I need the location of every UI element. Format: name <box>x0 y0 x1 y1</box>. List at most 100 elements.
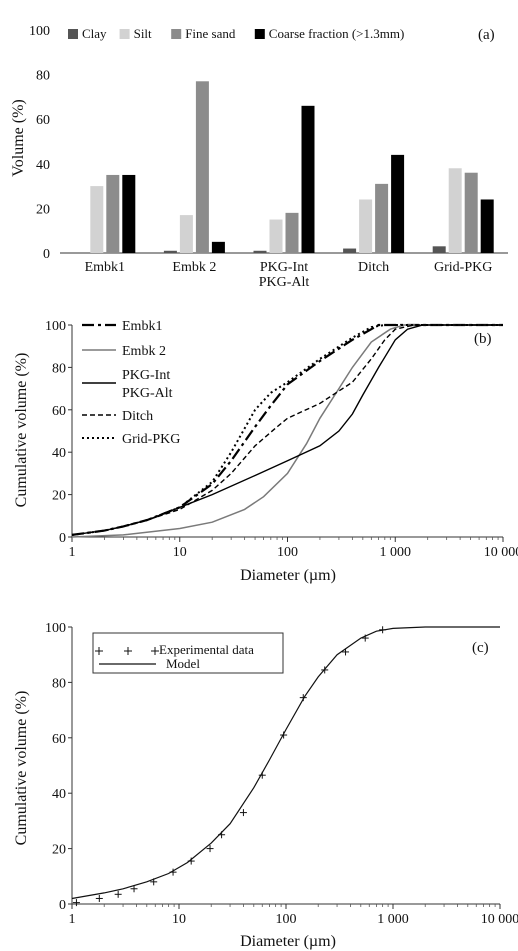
chart-c-data-point <box>150 878 158 886</box>
chart-c-legend-marker <box>95 647 103 655</box>
chart-c-data-point <box>218 831 226 839</box>
chart-c-x-tick-label: 10 000 <box>481 912 518 927</box>
chart-b-legend-label: PKG-Alt <box>122 386 173 401</box>
chart-a-x-tick-label: PKG-Alt <box>259 275 310 290</box>
chart-a-bar <box>480 199 494 253</box>
chart-c-legend-box <box>92 632 284 674</box>
chart-a-bar <box>106 174 120 253</box>
chart-a-bar <box>195 81 209 253</box>
chart-a-bar <box>359 199 373 253</box>
chart-a-legend-swatch <box>254 29 265 39</box>
chart-c-y-axis-label: Cumulative volume (%) <box>13 691 30 846</box>
chart-a-bar <box>211 241 225 253</box>
chart-b-legend-label: Ditch <box>122 409 153 424</box>
chart-c-data-point <box>342 648 350 656</box>
chart-a-bar <box>179 215 193 253</box>
chart-c-legend-marker <box>124 647 132 655</box>
chart-a-legend-swatch <box>119 29 130 39</box>
chart-c-x-tick-label: 1 <box>69 912 76 927</box>
chart-c-y-tick-label: 100 <box>45 621 66 636</box>
chart-b-series-line <box>71 324 503 536</box>
chart-b-lines <box>71 323 503 538</box>
chart-b-series-line <box>71 324 503 536</box>
chart-c-model-line <box>71 626 500 900</box>
chart-b-x-tick-label: 100 <box>277 545 298 560</box>
chart-b-y-tick-label: 60 <box>52 404 66 419</box>
chart-c-data-point <box>169 868 177 876</box>
chart-c-legend-label: Experimental data <box>159 642 254 657</box>
chart-a-x-tick-label: Grid-PKG <box>434 260 492 275</box>
chart-a-x-tick-label: Ditch <box>358 260 389 275</box>
chart-c: 1 10 100 1 000 10 000 0 20 40 60 80 100 Experimen… <box>13 621 518 950</box>
chart-a-bar <box>285 212 299 253</box>
chart-a-bar <box>163 250 177 253</box>
chart-a-bar <box>375 183 389 253</box>
chart-a-legend-label: Coarse fraction (>1.3mm) <box>269 26 404 41</box>
chart-c-x-tick-label: 1 000 <box>377 912 409 927</box>
chart-a-bars <box>90 81 494 253</box>
chart-a-bar <box>122 174 136 253</box>
chart-c-data-point <box>280 731 288 739</box>
chart-b-x-tick-label: 1 000 <box>380 545 412 560</box>
chart-b-y-axis-label: Cumulative volume (%) <box>13 353 30 508</box>
chart-a-bar <box>343 248 357 253</box>
chart-b-legend: Embk1 Embk 2 PKG-Int PKG-Alt Ditch Grid-PKG <box>82 319 180 447</box>
chart-c-data-point <box>206 845 214 853</box>
chart-c-data-point <box>72 899 80 907</box>
chart-b-x-tick-label: 1 <box>69 545 76 560</box>
chart-c-data-point <box>187 857 195 865</box>
chart-c-data-point <box>379 626 387 634</box>
chart-c-data-point <box>361 634 369 642</box>
chart-a-x-tick-label: PKG-Int <box>260 260 308 275</box>
chart-c-data-point <box>299 694 307 702</box>
chart-a-legend-label: Clay <box>82 26 107 41</box>
chart-a-x-tick-label: Embk1 <box>85 260 125 275</box>
chart-c-y-tick-label: 80 <box>52 676 66 691</box>
chart-a-y-tick-label: 40 <box>36 158 50 173</box>
chart-c-y-tick-label: 20 <box>52 843 66 858</box>
chart-c-data-point <box>130 885 138 893</box>
chart-b-legend-label: Grid-PKG <box>122 432 180 447</box>
chart-a-bar <box>269 219 283 253</box>
chart-a-y-tick-labels: 0 20 40 60 80 100 <box>29 24 50 262</box>
chart-a-bar <box>90 186 104 253</box>
chart-a-bar <box>253 250 267 253</box>
chart-c-data-point <box>114 890 122 898</box>
chart-b-y-tick-label: 100 <box>45 319 66 334</box>
chart-c-series <box>71 626 500 907</box>
chart-a-panel-label: (a) <box>478 27 495 43</box>
chart-b-legend-label: Embk1 <box>122 319 162 334</box>
chart-c-axes <box>68 626 501 909</box>
chart-c-legend-marker <box>151 647 159 655</box>
chart-a-y-tick-label: 60 <box>36 113 50 128</box>
chart-a-y-tick-label: 100 <box>29 24 50 39</box>
chart-c-y-tick-label: 0 <box>59 898 66 913</box>
chart-a-bar <box>448 168 462 253</box>
chart-b-x-tick-labels: 1 10 100 1 000 10 000 <box>69 545 518 560</box>
chart-b-legend-label: Embk 2 <box>122 344 166 359</box>
chart-c-x-tick-labels: 1 10 100 1 000 10 000 <box>69 912 518 927</box>
chart-c-x-axis-label: Diameter (µm) <box>240 933 336 950</box>
chart-b-y-tick-label: 20 <box>52 489 66 504</box>
chart-b-x-tick-label: 10 <box>173 545 187 560</box>
chart-a-bar <box>464 172 478 253</box>
chart-b-y-tick-label: 0 <box>59 531 66 546</box>
chart-c-panel-label: (c) <box>472 640 489 656</box>
chart-a-bar <box>432 246 446 253</box>
chart-c-data-point <box>258 771 266 779</box>
chart-b-axes <box>68 324 504 542</box>
chart-b-legend-label: PKG-Int <box>122 368 170 383</box>
chart-b-y-tick-label: 40 <box>52 446 66 461</box>
chart-c-data-point <box>321 666 329 674</box>
chart-a-legend-label: Silt <box>134 26 152 41</box>
chart-a-y-tick-label: 80 <box>36 69 50 84</box>
chart-b-x-tick-label: 10 000 <box>484 545 518 560</box>
chart-a-legend-label: Fine sand <box>185 26 236 41</box>
chart-b-x-axis-label: Diameter (µm) <box>240 567 336 584</box>
chart-a-y-tick-label: 20 <box>36 202 50 217</box>
chart-c-y-tick-label: 60 <box>52 732 66 747</box>
chart-a-y-axis-label: Volume (%) <box>10 99 27 176</box>
